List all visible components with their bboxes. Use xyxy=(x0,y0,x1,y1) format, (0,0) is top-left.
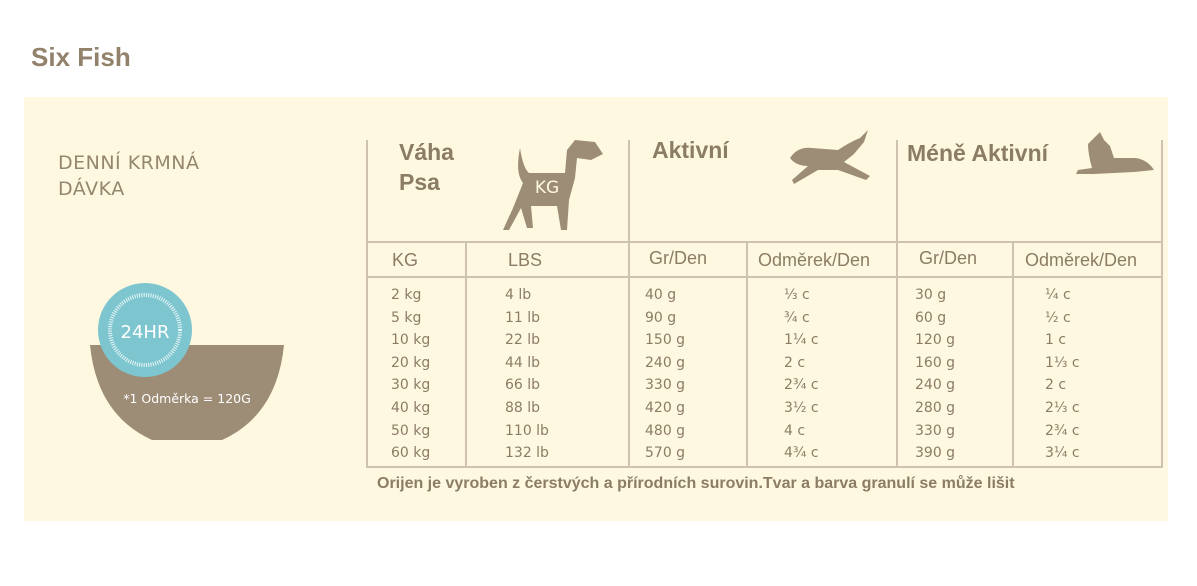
table-cell: ¼ c xyxy=(1045,287,1071,303)
kg-badge: KG xyxy=(535,178,559,198)
table-cell: 480 g xyxy=(645,422,686,439)
table-cell: 110 lb xyxy=(505,422,549,439)
dog-running-icon xyxy=(790,130,870,184)
active-header: Aktivní xyxy=(652,137,729,163)
table-cell: ½ c xyxy=(1045,309,1071,326)
less-active-header: Méně Aktivní xyxy=(907,140,1049,166)
col-header-less-cups: Odměrek/Den xyxy=(1025,250,1138,270)
table-cell: 44 lb xyxy=(505,354,541,371)
table-cell: 66 lb xyxy=(505,377,541,394)
table-cell: ⅓ c xyxy=(784,287,810,303)
daily-label-line: DÁVKA xyxy=(58,178,125,200)
table-cell: 330 g xyxy=(645,377,686,394)
table-cell: 1¼ c xyxy=(784,332,819,349)
table-cell: 160 g xyxy=(915,354,956,371)
column-less-cups: ¼ c ½ c 1 c 1⅓ c 2 c 2⅓ c 2¾ c 3¼ c xyxy=(1045,284,1080,465)
table-cell: 120 g xyxy=(915,332,956,349)
table-cell: 2 c xyxy=(784,354,806,371)
table-cell: 2⅓ c xyxy=(1045,399,1080,416)
col-header-lbs: LBS xyxy=(508,250,543,270)
table-cell: 1 c xyxy=(1045,332,1067,349)
column-active-grams: 40 g 90 g 150 g 240 g 330 g 420 g 480 g 570 g xyxy=(645,284,685,465)
table-cell: 60 kg xyxy=(391,445,431,462)
table-cell: 30 kg xyxy=(391,377,431,394)
table-cell: 240 g xyxy=(645,354,686,371)
feeding-panel xyxy=(24,97,1168,521)
table-cell: 420 g xyxy=(645,399,686,416)
column-lbs: 4 lb 11 lb 22 lb 44 lb 66 lb 88 lb 110 lb 132 l… xyxy=(505,284,549,465)
column-less-grams: 30 g 60 g 120 g 160 g 240 g 280 g 330 g 390 g xyxy=(915,284,955,465)
table-cell: 60 g xyxy=(915,309,947,326)
table-cell: 4 lb xyxy=(505,287,532,303)
table-cell: 88 lb xyxy=(505,399,541,416)
table-cell: 22 lb xyxy=(505,332,541,349)
table-cell: 390 g xyxy=(915,445,956,462)
feeding-table xyxy=(366,140,1163,468)
col-header-less-grams: Gr/Den xyxy=(919,248,978,268)
col-header-kg: KG xyxy=(392,250,419,270)
table-cell: 40 kg xyxy=(391,399,431,416)
dog-lying-icon xyxy=(1076,132,1154,174)
table-cell: 330 g xyxy=(915,422,956,439)
bowl-icon: 24HR *1 Odměrka = 120G xyxy=(90,283,284,440)
col-header-active-grams: Gr/Den xyxy=(649,248,708,268)
bowl-illustration: 24HR *1 Odměrka = 120G xyxy=(72,275,312,440)
dog-standing-icon: KG xyxy=(503,140,603,230)
weight-header: Váha Psa xyxy=(399,139,454,195)
table-cell: 3½ c xyxy=(784,399,819,416)
table-cell: 240 g xyxy=(915,377,956,394)
table-cell: 3¼ c xyxy=(1045,445,1080,462)
table-cell: 20 kg xyxy=(391,354,431,371)
scoop-note: *1 Odměrka = 120G xyxy=(123,391,251,406)
table-cell: 570 g xyxy=(645,445,686,462)
table-cell: 2 c xyxy=(1045,377,1067,394)
column-active-cups: ⅓ c ¾ c 1¼ c 2 c 2¾ c 3½ c 4 c 4¾ c xyxy=(784,284,819,465)
table-cell: 4 c xyxy=(784,422,806,439)
table-cell: 2¾ c xyxy=(784,377,819,394)
table-cell: 4¾ c xyxy=(784,445,819,462)
table-cell: 1⅓ c xyxy=(1045,354,1080,371)
footnote: Orijen je vyroben z čerstvých a přírodní… xyxy=(377,475,1015,492)
col-header-active-cups: Odměrek/Den xyxy=(758,250,871,270)
table-cell: 132 lb xyxy=(505,445,549,462)
page-title: Six Fish xyxy=(31,42,131,72)
daily-ration-label: DENNÍ KRMNÁ DÁVKA xyxy=(58,150,199,202)
clock-label: 24HR xyxy=(121,322,170,343)
table-cell: 30 g xyxy=(915,287,947,303)
table-cell: 280 g xyxy=(915,399,956,416)
daily-label-line: DENNÍ KRMNÁ xyxy=(58,152,200,174)
table-cell: 11 lb xyxy=(505,309,541,326)
table-cell: ¾ c xyxy=(784,309,810,326)
column-kg: 2 kg 5 kg 10 kg 20 kg 30 kg 40 kg 50 kg 60 kg xyxy=(391,284,430,465)
table-cell: 5 kg xyxy=(391,309,422,326)
table-cell: 50 kg xyxy=(391,422,431,439)
table-cell: 10 kg xyxy=(391,332,431,349)
table-cell: 2¾ c xyxy=(1045,422,1080,439)
table-cell: 90 g xyxy=(645,309,677,326)
table-cell: 2 kg xyxy=(391,287,422,303)
table-cell: 150 g xyxy=(645,332,686,349)
table-cell: 40 g xyxy=(645,287,677,303)
